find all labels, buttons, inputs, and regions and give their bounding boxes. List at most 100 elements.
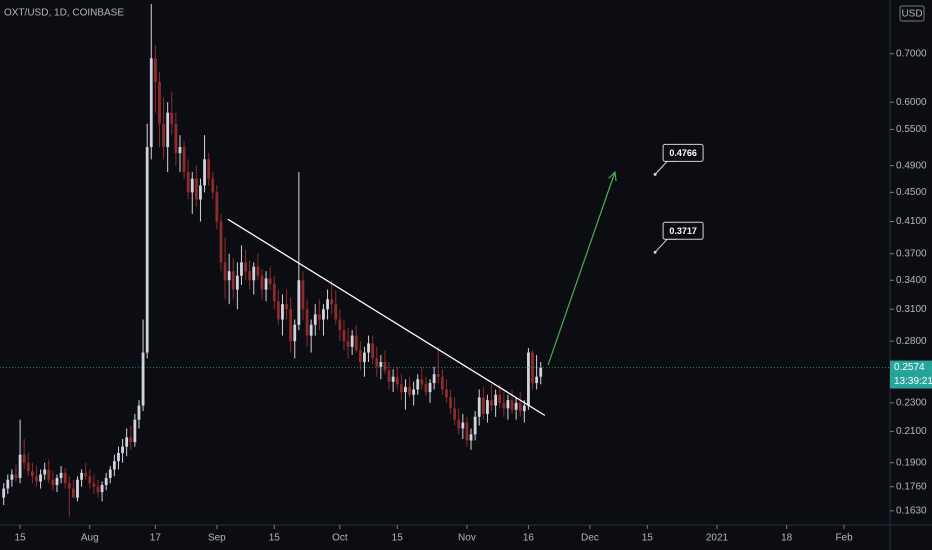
candle-body xyxy=(432,374,436,384)
candle-body xyxy=(96,486,100,493)
candle-body xyxy=(449,397,452,409)
candle-body xyxy=(84,472,88,477)
last-price-box xyxy=(890,360,932,375)
candle-body xyxy=(59,472,63,478)
y-tick-label: 0.1630 xyxy=(896,505,927,516)
candle-body xyxy=(39,474,42,482)
candle-body xyxy=(194,178,198,200)
candle-body xyxy=(6,479,10,489)
candle-body xyxy=(55,477,59,485)
candle-body xyxy=(252,266,256,281)
candle-body xyxy=(346,341,350,347)
candle-body xyxy=(297,280,301,325)
x-tick-label: Feb xyxy=(835,533,853,544)
candle-body xyxy=(490,400,493,406)
candle-body xyxy=(264,278,268,290)
y-tick-label: 0.2800 xyxy=(896,336,927,347)
candle-body xyxy=(379,361,383,367)
x-tick-label: Aug xyxy=(81,533,99,544)
candle-body xyxy=(14,474,18,478)
x-tick-label: 2021 xyxy=(706,533,729,544)
candle-body xyxy=(486,400,489,414)
candle-body xyxy=(129,437,133,443)
candle-body xyxy=(445,389,448,398)
y-tick-label: 0.4500 xyxy=(896,187,927,198)
candle-body xyxy=(506,400,510,409)
candle-body xyxy=(334,304,338,320)
currency-label[interactable]: USD xyxy=(901,9,922,20)
candle-body xyxy=(248,271,252,281)
candle-body xyxy=(514,402,518,410)
candle-body xyxy=(502,402,506,409)
callout-label: 0.3717 xyxy=(669,226,697,236)
candle-body xyxy=(108,469,112,478)
candle-body xyxy=(92,483,96,487)
x-tick-label: 18 xyxy=(781,533,793,544)
candle-body xyxy=(244,262,247,272)
y-tick-label: 0.6000 xyxy=(896,97,927,108)
candle-body xyxy=(473,416,477,435)
candle-body xyxy=(395,376,399,385)
candle-body xyxy=(215,192,219,222)
candle-body xyxy=(190,178,194,193)
chart-title: OXT/USD, 1D, COINBASE xyxy=(4,8,124,19)
callout-point xyxy=(653,250,657,254)
candle-body xyxy=(289,309,293,342)
y-tick-label: 0.1760 xyxy=(896,481,927,492)
candle-body xyxy=(281,304,284,320)
candle-body xyxy=(67,483,71,489)
candle-body xyxy=(342,330,346,342)
y-tick-label: 0.3100 xyxy=(896,304,927,315)
candle-body xyxy=(358,350,362,362)
candle-body xyxy=(145,147,149,353)
candle-body xyxy=(112,461,116,470)
candle-body xyxy=(412,389,416,395)
candle-body xyxy=(404,386,407,393)
candle-body xyxy=(371,343,375,359)
candle-body xyxy=(235,275,239,290)
candle-body xyxy=(416,379,420,390)
callout-point xyxy=(653,172,657,176)
candle-body xyxy=(285,304,288,310)
y-tick-label: 0.2300 xyxy=(896,397,927,408)
candle-body xyxy=(223,262,227,281)
y-tick-label: 0.1900 xyxy=(896,457,927,468)
candle-body xyxy=(436,374,440,377)
y-tick-label: 0.2100 xyxy=(896,426,927,437)
candle-body xyxy=(317,314,321,320)
x-tick-label: Dec xyxy=(581,533,599,544)
candle-body xyxy=(80,472,83,480)
y-tick-label: 0.7000 xyxy=(896,48,927,59)
candle-body xyxy=(186,172,190,193)
candle-body xyxy=(367,343,370,353)
countdown-label: 13:39:21 xyxy=(894,376,932,387)
candle-body xyxy=(408,386,411,395)
y-tick-label: 0.4100 xyxy=(896,216,927,227)
currency-box[interactable] xyxy=(899,5,925,22)
candle-body xyxy=(481,397,485,414)
candle-body xyxy=(88,476,92,484)
candle-body xyxy=(174,123,178,154)
candle-body xyxy=(268,278,272,284)
candle-body xyxy=(457,419,461,429)
callout-box xyxy=(662,143,704,162)
x-tick-label: Nov xyxy=(458,533,476,544)
candle-body xyxy=(531,352,534,384)
candle-body xyxy=(424,384,428,393)
candle-body xyxy=(498,394,502,403)
candle-body xyxy=(293,324,297,342)
candle-body xyxy=(301,280,305,310)
projection-arrow xyxy=(547,172,615,365)
candle-body xyxy=(391,376,395,382)
candle-body xyxy=(199,185,202,200)
candle-body xyxy=(211,178,215,193)
candle-body xyxy=(47,469,51,480)
y-tick-label: 0.3700 xyxy=(896,248,927,259)
candle-body xyxy=(330,299,334,305)
candle-body xyxy=(153,58,157,82)
candle-body xyxy=(22,454,26,463)
callout-box xyxy=(662,221,704,240)
candle-body xyxy=(535,376,539,384)
candle-body xyxy=(322,309,325,320)
